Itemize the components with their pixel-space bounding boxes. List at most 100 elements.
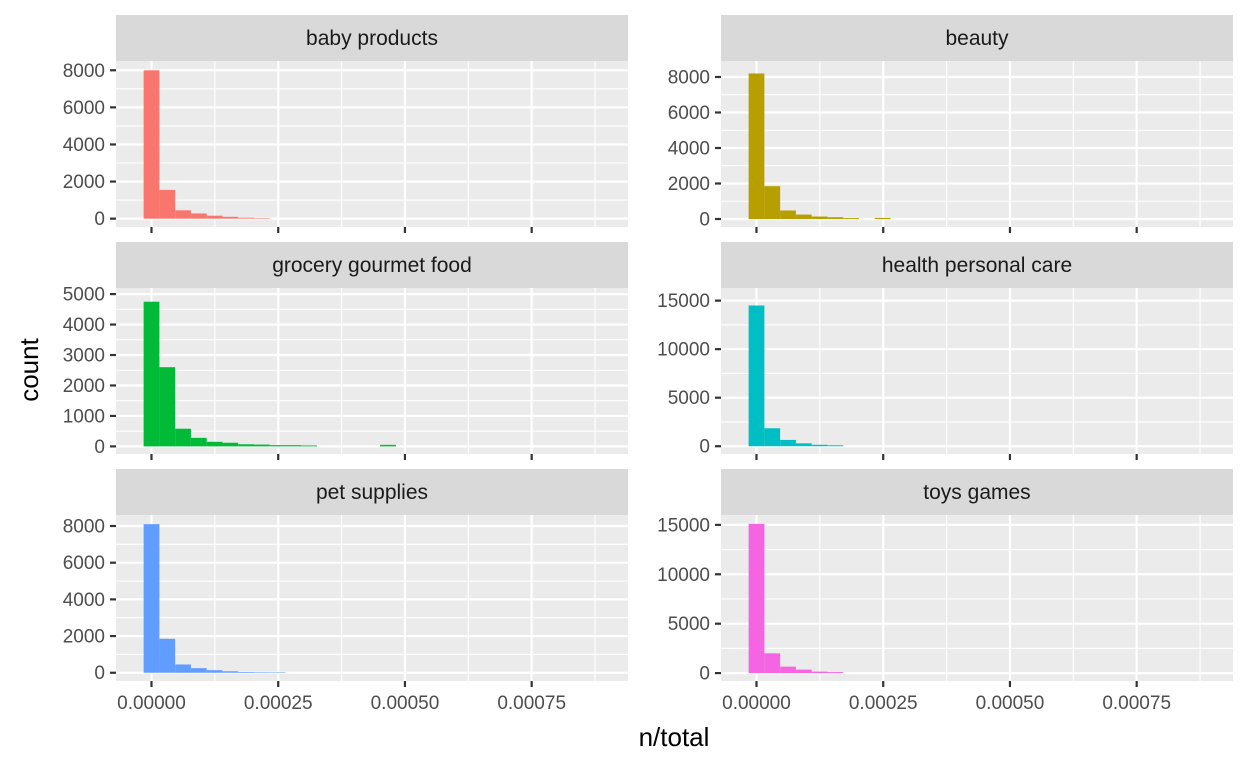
y-tick-label: 3000 xyxy=(63,346,105,367)
y-tick-label: 10000 xyxy=(657,340,710,361)
histogram-bar xyxy=(380,444,396,447)
histogram-bar xyxy=(190,437,207,447)
x-tick-label: 0.00075 xyxy=(1102,693,1171,714)
histogram-bar xyxy=(190,213,207,219)
histogram-bar xyxy=(764,186,781,220)
histogram-bar xyxy=(780,210,796,220)
x-tick-label: 0.00025 xyxy=(244,693,313,714)
histogram-bar xyxy=(748,305,765,447)
y-tick-label: 0 xyxy=(94,437,105,458)
y-tick-label: 4000 xyxy=(63,135,105,156)
panel-background xyxy=(721,288,1233,454)
panel-background xyxy=(116,515,628,681)
facet-toys-games: toys games 0 5000 10000 15000 0.00000 0.00025 0… xyxy=(657,469,1233,714)
y-tick-label: 6000 xyxy=(668,103,710,124)
y-tick-label: 2000 xyxy=(63,376,105,397)
facet-strip-label: toys games xyxy=(923,481,1030,504)
y-tick-label: 6000 xyxy=(63,98,105,119)
x-tick-label: 0.00050 xyxy=(976,693,1045,714)
x-tick-label: 0.00075 xyxy=(497,693,566,714)
facet-strip-label: grocery gourmet food xyxy=(272,254,472,277)
y-tick-label: 5000 xyxy=(668,388,710,409)
histogram-bar xyxy=(238,672,254,673)
panel-background xyxy=(721,515,1233,681)
y-tick-label: 10000 xyxy=(657,565,710,586)
y-tick-label: 2000 xyxy=(63,172,105,193)
facet-strip xyxy=(721,242,1233,288)
facet-strip xyxy=(116,242,628,288)
y-tick-label: 8000 xyxy=(63,517,105,538)
x-tick-label: 0.00000 xyxy=(117,693,186,714)
facet-pet-supplies: pet supplies 0 2000 4000 6000 8000 0.00000 0.00… xyxy=(63,469,628,714)
y-tick-label: 15000 xyxy=(657,291,710,312)
histogram-bar xyxy=(827,445,844,447)
histogram-bar xyxy=(253,444,270,447)
x-tick-label: 0.00025 xyxy=(849,693,918,714)
y-tick-label: 0 xyxy=(699,437,710,458)
y-tick-label: 0 xyxy=(699,210,710,231)
histogram-bar xyxy=(238,444,254,447)
histogram-bar xyxy=(159,638,176,673)
y-tick-label: 5000 xyxy=(63,285,105,306)
y-tick-label: 4000 xyxy=(63,315,105,336)
histogram-bar xyxy=(795,443,812,447)
histogram-bar xyxy=(780,666,796,674)
histogram-bar xyxy=(269,445,286,447)
facet-health-personal-care: health personal care 0 5000 10000 15000 xyxy=(657,242,1233,460)
histogram-bar xyxy=(827,672,844,674)
y-tick-label: 5000 xyxy=(668,614,710,635)
y-tick-label: 0 xyxy=(94,209,105,230)
histogram-bar xyxy=(874,217,891,220)
x-tick-label: 0.00050 xyxy=(371,693,440,714)
histogram-bar xyxy=(748,523,765,674)
facet-strip xyxy=(721,15,1233,61)
histogram-bar xyxy=(301,445,318,447)
facet-baby-products: baby products 0 2000 4000 6000 8000 xyxy=(63,15,628,233)
histogram-bar xyxy=(190,668,207,673)
histogram-bar xyxy=(175,428,191,447)
histogram-bar xyxy=(285,445,302,447)
y-tick-label: 2000 xyxy=(668,174,710,195)
histogram-bar xyxy=(206,670,223,673)
facet-grocery-gourmet-food: grocery gourmet food 0 1000 2000 3000 4000 500… xyxy=(63,242,628,460)
histogram-bar xyxy=(811,444,828,447)
facet-panels: baby products 0 2000 4000 6000 8000 beauty 0 200… xyxy=(63,15,1233,714)
histogram-bar xyxy=(222,671,239,673)
y-axis-title: count xyxy=(14,337,44,401)
y-tick-label: 4000 xyxy=(668,138,710,159)
y-tick-label: 1000 xyxy=(63,406,105,427)
histogram-bar xyxy=(827,217,844,220)
histogram-bar xyxy=(780,439,796,447)
y-tick-label: 6000 xyxy=(63,553,105,574)
histogram-bar xyxy=(764,653,781,674)
histogram-bar xyxy=(159,367,176,447)
histogram-bar xyxy=(253,218,270,219)
histogram-bar xyxy=(795,669,812,674)
histogram-bar xyxy=(253,672,270,673)
histogram-bar xyxy=(206,441,223,447)
y-tick-label: 2000 xyxy=(63,627,105,648)
histogram-bar xyxy=(175,210,191,219)
histogram-bar xyxy=(222,442,239,447)
histogram-bar xyxy=(811,216,828,220)
y-tick-label: 4000 xyxy=(63,590,105,611)
facet-strip-label: baby products xyxy=(306,27,438,50)
facet-strip xyxy=(721,469,1233,515)
histogram-bar xyxy=(175,664,191,673)
y-tick-label: 0 xyxy=(699,664,710,685)
facet-strip-label: health personal care xyxy=(882,254,1072,277)
histogram-bar xyxy=(222,216,239,219)
histogram-bar xyxy=(143,524,160,673)
histogram-bar xyxy=(811,671,828,674)
x-axis-title: n/total xyxy=(639,722,710,752)
y-tick-label: 0 xyxy=(94,663,105,684)
histogram-bar xyxy=(143,70,160,219)
panel-background xyxy=(116,288,628,454)
histogram-bar xyxy=(206,215,223,219)
facet-strip xyxy=(116,469,628,515)
panel-background xyxy=(721,61,1233,227)
histogram-bar xyxy=(238,217,254,219)
histogram-bar xyxy=(143,301,160,447)
facet-strip xyxy=(116,15,628,61)
